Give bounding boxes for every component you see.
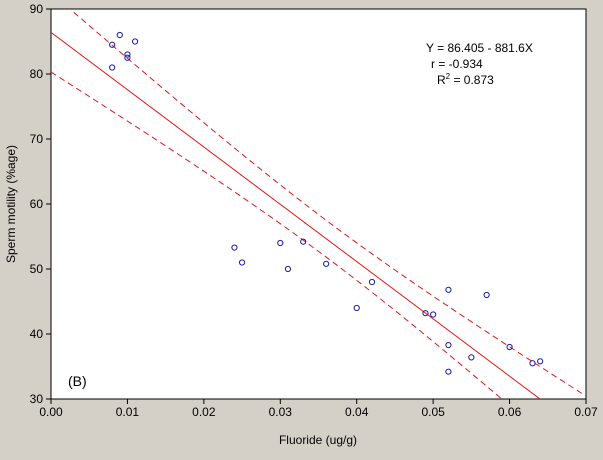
data-point bbox=[468, 354, 475, 361]
y-tick-label: 60 bbox=[30, 197, 44, 211]
y-tick-label: 90 bbox=[30, 2, 44, 16]
confidence-band-upper-path bbox=[69, 9, 586, 397]
data-point bbox=[231, 244, 238, 251]
x-tick-label: 0.00 bbox=[39, 405, 63, 419]
x-tick-label: 0.01 bbox=[116, 405, 140, 419]
y-axis-ticks: 30 40 50 60 70 80 90 bbox=[30, 2, 51, 406]
data-point bbox=[445, 368, 452, 375]
x-axis-label: Fluoride (ug/g) bbox=[279, 433, 357, 447]
panel-label: (B) bbox=[68, 373, 87, 389]
data-point bbox=[109, 64, 116, 71]
y-axis-label: Sperm motility (%age) bbox=[4, 145, 18, 263]
r2-value: = 0.873 bbox=[450, 73, 494, 87]
x-tick-label: 0.07 bbox=[574, 405, 598, 419]
regression-line bbox=[51, 31, 541, 399]
annotation-equation: Y = 86.405 - 881.6X bbox=[426, 41, 533, 55]
annotation-r: r = -0.934 bbox=[431, 57, 483, 71]
x-tick-label: 0.03 bbox=[269, 405, 293, 419]
data-point bbox=[124, 54, 131, 61]
x-axis-ticks: 0.00 0.01 0.02 0.03 0.04 0.05 0.06 0.07 bbox=[39, 399, 598, 419]
data-point bbox=[430, 311, 437, 318]
x-tick-label: 0.04 bbox=[345, 405, 369, 419]
data-point bbox=[529, 360, 536, 367]
y-tick-label: 30 bbox=[30, 392, 44, 406]
data-point bbox=[300, 238, 307, 245]
data-point bbox=[483, 291, 490, 299]
y-tick-label: 70 bbox=[30, 132, 44, 146]
r2-prefix: R bbox=[437, 73, 446, 87]
data-point bbox=[124, 51, 131, 58]
regression-line-path bbox=[51, 31, 541, 399]
data-point bbox=[445, 341, 452, 349]
data-point bbox=[109, 41, 116, 48]
data-points bbox=[109, 31, 544, 375]
data-point bbox=[537, 358, 544, 365]
data-point bbox=[238, 259, 246, 266]
data-point bbox=[422, 310, 429, 317]
data-point bbox=[353, 304, 360, 312]
plot-area bbox=[50, 8, 587, 400]
y-tick-label: 40 bbox=[30, 327, 44, 341]
data-point bbox=[506, 343, 513, 351]
confidence-band-lower bbox=[51, 71, 503, 399]
confidence-band-lower-path bbox=[51, 71, 503, 399]
data-point bbox=[368, 278, 376, 286]
y-tick-label: 80 bbox=[30, 67, 44, 81]
data-point bbox=[284, 265, 292, 273]
r2-exponent: 2 bbox=[446, 72, 451, 81]
data-point bbox=[116, 31, 123, 39]
y-tick-label: 50 bbox=[30, 262, 44, 276]
x-tick-label: 0.06 bbox=[498, 405, 522, 419]
data-point bbox=[445, 286, 452, 293]
x-tick-label: 0.02 bbox=[192, 405, 216, 419]
data-point bbox=[277, 239, 284, 247]
confidence-band-upper bbox=[69, 9, 586, 397]
data-point bbox=[131, 38, 139, 45]
x-tick-label: 0.05 bbox=[421, 405, 445, 419]
annotation-r-squared: R2 = 0.873 bbox=[437, 72, 494, 87]
data-point bbox=[323, 260, 330, 267]
